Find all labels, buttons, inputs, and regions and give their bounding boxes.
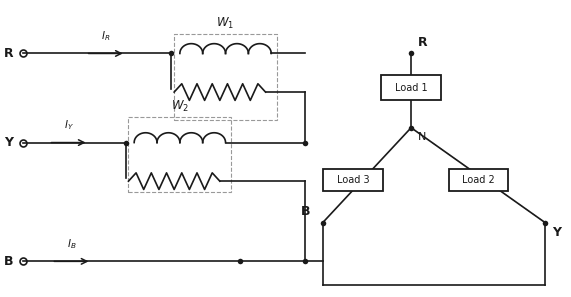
Text: $W_1$: $W_1$	[216, 16, 235, 31]
Text: Load 3: Load 3	[336, 175, 369, 185]
Text: B: B	[300, 205, 310, 218]
Text: $I_B$: $I_B$	[67, 237, 76, 251]
Text: N: N	[418, 132, 427, 142]
Bar	[174, 34, 277, 120]
Bar	[128, 117, 231, 192]
Text: Y: Y	[552, 226, 561, 239]
Text: Y: Y	[4, 136, 13, 149]
Text: $I_R$: $I_R$	[101, 29, 110, 43]
Text: R: R	[4, 47, 13, 60]
Text: B: B	[4, 255, 13, 268]
Text: $W_2$: $W_2$	[171, 99, 189, 114]
Text: $I_Y$: $I_Y$	[63, 119, 74, 132]
Bar	[381, 75, 441, 100]
Bar	[323, 168, 383, 191]
Text: R: R	[418, 36, 428, 49]
Text: Load 2: Load 2	[462, 175, 495, 185]
Bar	[449, 168, 508, 191]
Text: Load 1: Load 1	[395, 83, 428, 93]
